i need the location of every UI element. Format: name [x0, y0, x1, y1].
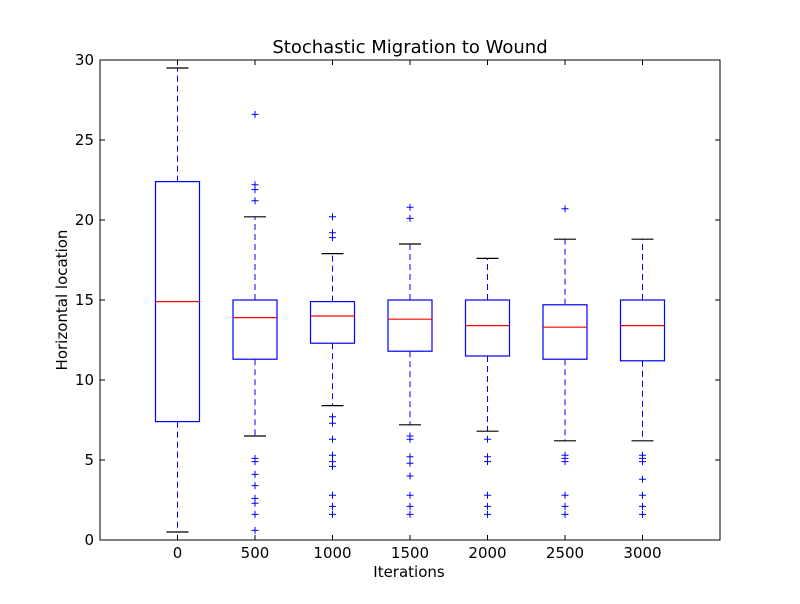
outlier-point: [329, 491, 336, 499]
y-tick-label: 5: [84, 451, 94, 469]
outlier-point: [251, 526, 259, 534]
y-tick-label: 30: [75, 51, 94, 69]
outlier-point: [639, 458, 646, 466]
x-tick-label: 1500: [391, 544, 429, 562]
outlier-point: [561, 502, 569, 510]
chart-title: Stochastic Migration to Wound: [272, 37, 547, 58]
y-tick-label: 25: [75, 131, 94, 149]
x-tick-label: 3000: [623, 544, 661, 562]
outlier-point: [329, 510, 336, 518]
plot-area: 0 5 10 15 20 25 30 0 500 1000 1500 2000 2500 3000: [75, 51, 720, 562]
outlier-point: [561, 491, 569, 499]
outlier-point: [406, 472, 414, 480]
x-tick-label: 2500: [546, 544, 584, 562]
y-tick-label: 10: [75, 371, 94, 389]
outlier-point: [484, 458, 491, 466]
box-iqr: [387, 299, 433, 352]
outlier-point: [329, 502, 336, 510]
y-tick-label: 20: [75, 211, 94, 229]
outlier-point: [251, 110, 259, 118]
outlier-point: [251, 458, 259, 466]
x-tick-label: 2000: [468, 544, 506, 562]
box-iqr: [232, 299, 278, 360]
outlier-point: [329, 462, 336, 470]
box-iqr: [464, 299, 511, 357]
plot-frame: [99, 59, 721, 541]
outlier-point: [406, 502, 414, 510]
y-tick-label: 15: [75, 291, 94, 309]
outlier-point: [329, 234, 336, 242]
x-tick-label: 1000: [313, 544, 351, 562]
x-axis-label: Iterations: [373, 563, 445, 581]
outlier-point: [406, 453, 414, 461]
outlier-point: [639, 502, 646, 510]
outlier-point: [484, 502, 491, 510]
outlier-point: [329, 419, 336, 427]
outlier-point: [329, 413, 336, 421]
outlier-point: [251, 510, 259, 518]
outlier-point: [484, 510, 491, 518]
outlier-point: [639, 510, 646, 518]
outlier-point: [329, 435, 336, 443]
outlier-point: [484, 435, 491, 443]
x-tick-label: 0: [173, 544, 183, 562]
outlier-point: [406, 491, 414, 499]
box-iqr: [309, 301, 356, 344]
box-iqr: [542, 304, 588, 360]
outlier-point: [251, 482, 259, 490]
y-axis-label: Horizontal location: [53, 230, 71, 371]
outlier-point: [561, 458, 569, 466]
outlier-point: [484, 491, 491, 499]
outlier-point: [406, 435, 414, 443]
outlier-point: [406, 510, 414, 518]
box-iqr: [619, 299, 666, 362]
outlier-point: [251, 197, 259, 205]
outlier-point: [251, 470, 259, 478]
outlier-point: [329, 451, 336, 459]
outlier-point: [406, 214, 414, 222]
outlier-point: [639, 491, 646, 499]
outlier-point: [639, 475, 646, 483]
outlier-point: [251, 499, 259, 507]
outlier-point: [406, 459, 414, 467]
outlier-point: [329, 213, 336, 221]
x-tick-label: 500: [241, 544, 270, 562]
y-tick-label: 0: [84, 531, 94, 549]
outlier-point: [561, 205, 569, 213]
outlier-point: [406, 203, 414, 211]
outlier-point: [251, 186, 259, 194]
outlier-point: [561, 510, 569, 518]
